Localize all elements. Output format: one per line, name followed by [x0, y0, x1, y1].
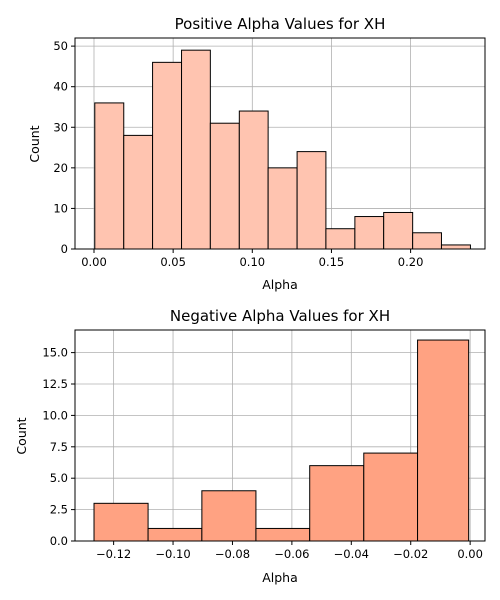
- histogram-bar: [93, 502, 149, 542]
- histogram-bar: [412, 232, 442, 250]
- x-tick-label: −0.10: [155, 547, 190, 561]
- negative-alpha-histogram: Negative Alpha Values for XH Alpha Count…: [14, 307, 486, 585]
- x-tick-label: −0.04: [334, 547, 369, 561]
- y-tick-label: 2.5: [50, 503, 68, 517]
- histogram-bar: [181, 49, 211, 250]
- x-tick-label: −0.12: [96, 547, 131, 561]
- histogram-bar: [309, 465, 365, 542]
- x-tick-label: −0.02: [393, 547, 428, 561]
- histogram-bar: [440, 244, 471, 250]
- x-tick-label: 0.00: [457, 547, 483, 561]
- histogram-bar: [123, 134, 154, 250]
- y-tick-label: 5.0: [50, 471, 68, 485]
- y-tick-label: 30: [53, 120, 68, 134]
- chart-title: Positive Alpha Values for XH: [175, 15, 386, 33]
- x-axis-label: Alpha: [262, 277, 298, 292]
- y-tick-label: 40: [53, 80, 68, 94]
- y-tick-label: 10: [53, 201, 68, 215]
- histogram-bar: [201, 490, 257, 542]
- histogram-bar: [255, 527, 311, 542]
- bars: [93, 339, 470, 542]
- histogram-bar: [354, 216, 385, 250]
- x-tick-label: −0.08: [215, 547, 250, 561]
- y-tick-label: 12.5: [42, 377, 68, 391]
- x-tick-label: −0.06: [274, 547, 309, 561]
- histogram-bar: [238, 110, 269, 250]
- y-tick-label: 20: [53, 161, 68, 175]
- chart-title: Negative Alpha Values for XH: [170, 307, 390, 325]
- y-tick-label: 15.0: [42, 346, 68, 360]
- histogram-bar: [94, 102, 125, 250]
- y-tick-label: 7.5: [50, 440, 68, 454]
- x-tick-label: 0.15: [319, 255, 345, 269]
- histogram-bar: [325, 228, 356, 250]
- y-tick-label: 0.0: [50, 534, 68, 548]
- histogram-bar: [147, 527, 203, 542]
- histogram-bar: [209, 122, 240, 250]
- x-axis-label: Alpha: [262, 570, 298, 585]
- y-tick-label: 0: [61, 242, 68, 256]
- y-axis-label: Count: [27, 125, 42, 162]
- histogram-bar: [383, 211, 414, 250]
- axes: 0.00 0.05 0.10 0.15 0.20 0 10 20 30 40 50: [53, 37, 486, 269]
- y-tick-label: 50: [53, 39, 68, 53]
- y-tick-label: 10.0: [42, 408, 68, 422]
- x-tick-label: 0.00: [81, 255, 107, 269]
- bars: [94, 49, 471, 250]
- histogram-bar: [267, 167, 298, 250]
- histogram-bar: [152, 61, 183, 250]
- y-axis-label: Count: [14, 417, 29, 454]
- axes-frame: [74, 37, 486, 250]
- x-tick-label: 0.05: [160, 255, 186, 269]
- histogram-bar: [296, 151, 327, 250]
- histogram-bar: [363, 452, 419, 542]
- histogram-bar: [417, 339, 470, 542]
- x-tick-label: 0.10: [239, 255, 265, 269]
- x-tick-label: 0.20: [398, 255, 424, 269]
- positive-alpha-histogram: Positive Alpha Values for XH Alpha Count…: [27, 15, 486, 292]
- axes: −0.12 −0.10 −0.08 −0.06 −0.04 −0.02 0.00 0.0 2.5…: [42, 329, 486, 561]
- axes-frame: [74, 329, 486, 542]
